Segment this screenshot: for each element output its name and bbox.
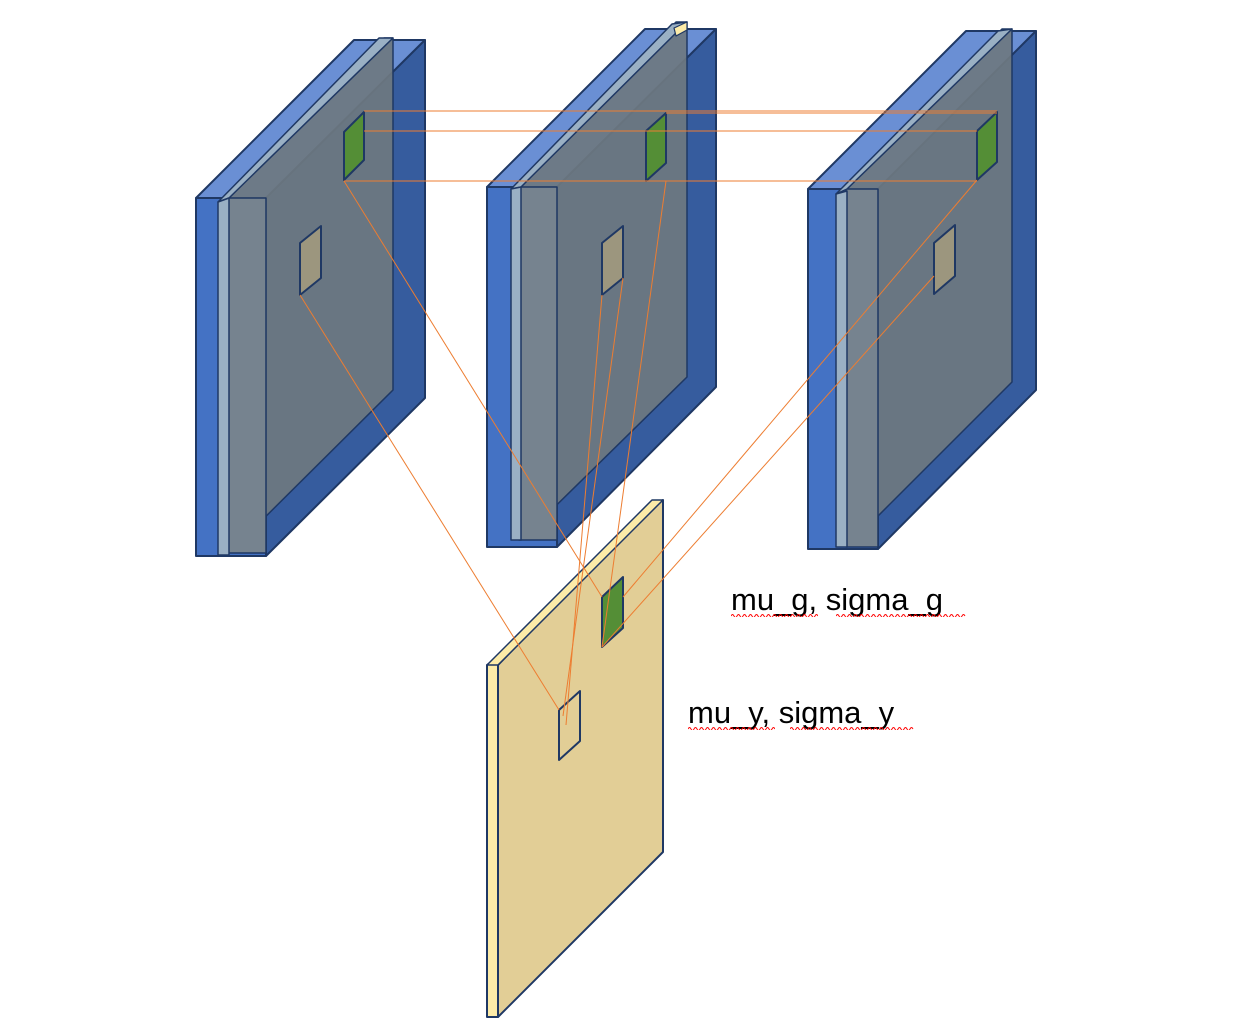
output-stats-label: mu_y, sigma_y bbox=[688, 695, 895, 730]
connector-b1-out-to-out bbox=[299, 294, 560, 711]
block2-top-sliver bbox=[673, 21, 688, 37]
block3-slab-edge bbox=[835, 190, 848, 548]
block1-slab-front bbox=[226, 197, 267, 554]
block1-guide-patch bbox=[343, 111, 365, 181]
output-map-top-edge bbox=[486, 499, 664, 666]
spellcheck-underline-mu-y bbox=[688, 727, 775, 730]
block2-guide-patch bbox=[645, 112, 667, 182]
block1-output-patch bbox=[299, 225, 322, 296]
block3-slab-front bbox=[845, 188, 879, 548]
spellcheck-underline-sigma-g bbox=[836, 614, 966, 617]
connector-b2-guide-to-out bbox=[601, 180, 667, 648]
spellcheck-underline-sigma-y bbox=[790, 727, 914, 730]
block3-output-patch bbox=[933, 224, 956, 295]
block3-guide-patch bbox=[976, 111, 998, 181]
connector-b2-out-to-out-2 bbox=[565, 294, 603, 726]
block1-slab-edge bbox=[217, 197, 230, 556]
block2-slab-edge bbox=[510, 186, 522, 541]
guide-stats-label: mu_g, sigma_g bbox=[731, 582, 943, 617]
connector-b3-guide-to-out bbox=[622, 179, 978, 598]
output-map-edge bbox=[486, 657, 499, 1018]
connector-b1-guide-to-out bbox=[343, 180, 603, 598]
connector-b3-out-to-out bbox=[601, 275, 935, 648]
spellcheck-underline-mu-g bbox=[731, 614, 818, 617]
block2-slab-front bbox=[518, 186, 558, 541]
